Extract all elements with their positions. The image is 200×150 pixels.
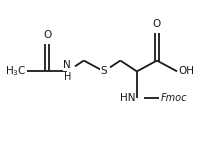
Text: H$_3$C: H$_3$C xyxy=(5,64,26,78)
Text: O: O xyxy=(153,19,161,29)
Text: O: O xyxy=(43,30,51,40)
Text: Fmoc: Fmoc xyxy=(161,93,187,104)
Text: H: H xyxy=(64,72,71,82)
Text: N: N xyxy=(63,60,71,70)
Text: OH: OH xyxy=(178,66,194,76)
Text: S: S xyxy=(101,66,107,76)
Text: HN: HN xyxy=(120,93,135,104)
